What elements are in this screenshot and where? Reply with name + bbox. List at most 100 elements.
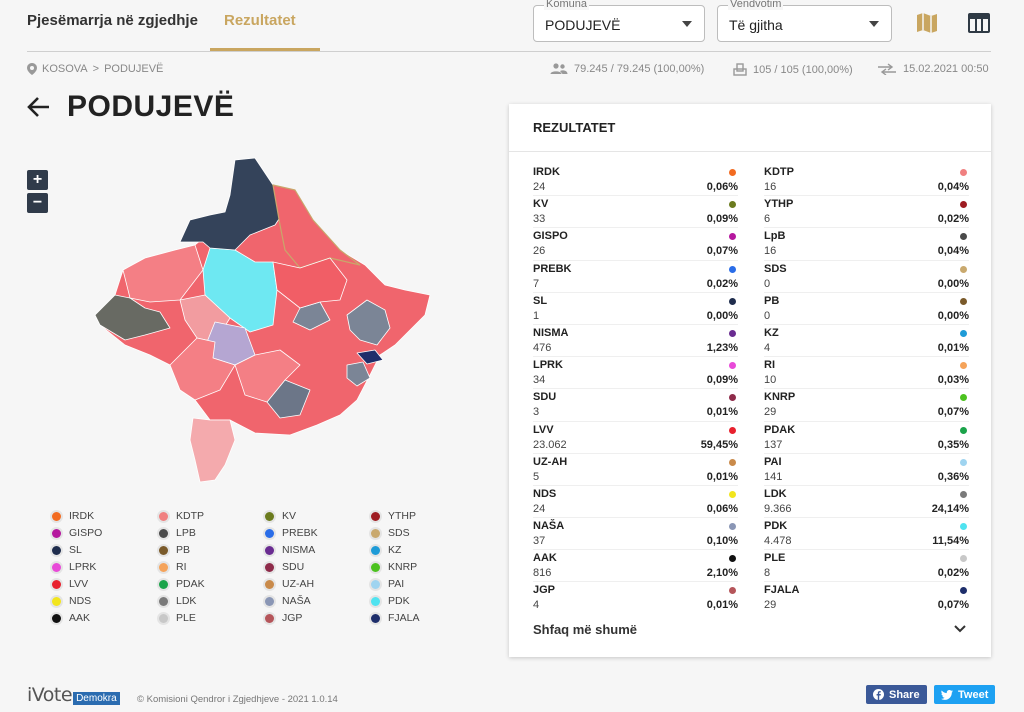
- map-icon[interactable]: [914, 10, 940, 36]
- party-color-dot: [729, 201, 736, 209]
- breadcrumb-country[interactable]: KOSOVA: [42, 63, 88, 75]
- legend-item[interactable]: PDAK: [159, 577, 265, 591]
- legend-label: NDS: [69, 595, 92, 607]
- legend-item[interactable]: RI: [159, 560, 265, 574]
- legend-item[interactable]: GISPO: [52, 526, 159, 540]
- party-color-dot: [729, 490, 736, 498]
- party-percentage: 0,04%: [937, 245, 969, 258]
- result-row: NAŠA 37 0,10%: [533, 518, 738, 551]
- map-region[interactable]: [346, 299, 391, 346]
- party-color-dot: [729, 587, 736, 595]
- party-color-dot: [960, 458, 967, 466]
- legend-item[interactable]: YTHP: [371, 509, 477, 523]
- municipality-select[interactable]: Komuna PODUJEVË: [533, 0, 705, 42]
- party-name: PLE: [764, 552, 786, 565]
- facebook-icon: [873, 689, 884, 700]
- legend-item[interactable]: KNRP: [371, 560, 477, 574]
- polling-station-select[interactable]: Vendvotim Të gjitha: [717, 0, 892, 42]
- party-percentage: 59,45%: [700, 438, 738, 451]
- legend-swatch: [265, 545, 274, 555]
- map-region[interactable]: [94, 294, 171, 341]
- party-percentage: 0,35%: [937, 438, 969, 451]
- party-percentage: 11,54%: [932, 535, 969, 548]
- party-percentage: 0,00%: [706, 309, 738, 322]
- legend-item[interactable]: UZ-AH: [265, 577, 371, 591]
- party-name: KDTP: [764, 166, 794, 178]
- map-region[interactable]: [346, 361, 371, 387]
- map-region[interactable]: [272, 257, 348, 309]
- legend-item[interactable]: PREBK: [265, 526, 371, 540]
- map-region[interactable]: [122, 244, 204, 303]
- legend-item[interactable]: SDS: [371, 526, 477, 540]
- page-title: PODUJEVË: [67, 90, 235, 123]
- legend-item[interactable]: LPRK: [52, 560, 159, 574]
- legend-swatch: [159, 528, 168, 538]
- party-votes: 23.062: [533, 438, 567, 451]
- legend-label: IRDK: [69, 510, 95, 522]
- twitter-tweet-button[interactable]: Tweet: [934, 685, 996, 704]
- legend-item[interactable]: KV: [265, 509, 371, 523]
- party-color-dot: [729, 362, 736, 370]
- legend-label: PLE: [176, 612, 196, 624]
- legend-item[interactable]: PLE: [159, 611, 265, 625]
- legend-label: GISPO: [69, 527, 103, 539]
- legend-item[interactable]: IRDK: [52, 509, 159, 523]
- tab-turnout[interactable]: Pjesëmarrja në zgjedhje: [27, 12, 198, 29]
- zoom-out-button[interactable]: −: [27, 193, 48, 213]
- party-color-dot: [960, 233, 967, 241]
- legend-item[interactable]: PDK: [371, 594, 477, 608]
- map-region[interactable]: [234, 349, 301, 403]
- legend-item[interactable]: JGP: [265, 611, 371, 625]
- party-percentage: 0,06%: [706, 181, 738, 193]
- show-more-button[interactable]: Shfaq më shumë: [533, 622, 638, 637]
- legend-item[interactable]: LPB: [159, 526, 265, 540]
- legend-item[interactable]: NAŠA: [265, 594, 371, 608]
- map-region[interactable]: [169, 337, 236, 401]
- chevron-down-icon[interactable]: [953, 624, 967, 634]
- party-color-dot: [960, 169, 967, 176]
- result-row: RI 10 0,03%: [764, 357, 969, 390]
- legend-item[interactable]: SDU: [265, 560, 371, 574]
- result-row: KZ 4 0,01%: [764, 325, 969, 358]
- legend-item[interactable]: PB: [159, 543, 265, 557]
- results-card: REZULTATET IRDK 24 0,06% KV 33 0,09% GISPO 26 0,…: [509, 104, 991, 657]
- tab-results[interactable]: Rezultatet: [224, 12, 296, 29]
- table-icon[interactable]: [966, 10, 992, 36]
- legend-label: KV: [282, 510, 297, 522]
- legend-item[interactable]: FJALA: [371, 611, 477, 625]
- party-color-dot: [960, 523, 967, 531]
- party-votes: 5: [533, 470, 540, 483]
- legend-item[interactable]: NDS: [52, 594, 159, 608]
- party-percentage: 0,07%: [937, 406, 969, 419]
- party-votes: 137: [764, 438, 783, 451]
- party-percentage: 0,01%: [706, 599, 738, 612]
- results-divider: [509, 151, 991, 152]
- party-color-dot: [960, 201, 967, 209]
- map-region-podujeve[interactable]: [202, 247, 278, 333]
- share-label: Share: [889, 688, 920, 701]
- legend-item[interactable]: LVV: [52, 577, 159, 591]
- result-row: LPRK 34 0,09%: [533, 357, 738, 390]
- legend-label: AAK: [69, 612, 91, 624]
- legend-item[interactable]: KZ: [371, 543, 477, 557]
- party-votes: 141: [764, 470, 783, 483]
- map-region[interactable]: [272, 184, 361, 269]
- facebook-share-button[interactable]: Share: [866, 685, 927, 704]
- map-region[interactable]: [179, 157, 286, 251]
- legend-swatch: [159, 579, 168, 589]
- party-name: PREBK: [533, 262, 572, 275]
- party-color-dot: [960, 490, 967, 498]
- kosovo-map[interactable]: [85, 150, 437, 485]
- legend-item[interactable]: SL: [52, 543, 159, 557]
- map-region[interactable]: [356, 349, 384, 365]
- arrow-left-icon[interactable]: [27, 96, 51, 118]
- party-votes: 9.366: [764, 502, 792, 515]
- zoom-in-button[interactable]: +: [27, 170, 48, 190]
- result-row: PDK 4.478 11,54%: [764, 518, 969, 551]
- legend-item[interactable]: LDK: [159, 594, 265, 608]
- map-region[interactable]: [189, 417, 236, 483]
- legend-item[interactable]: KDTP: [159, 509, 265, 523]
- legend-item[interactable]: NISMA: [265, 543, 371, 557]
- legend-item[interactable]: PAI: [371, 577, 477, 591]
- legend-item[interactable]: AAK: [52, 611, 159, 625]
